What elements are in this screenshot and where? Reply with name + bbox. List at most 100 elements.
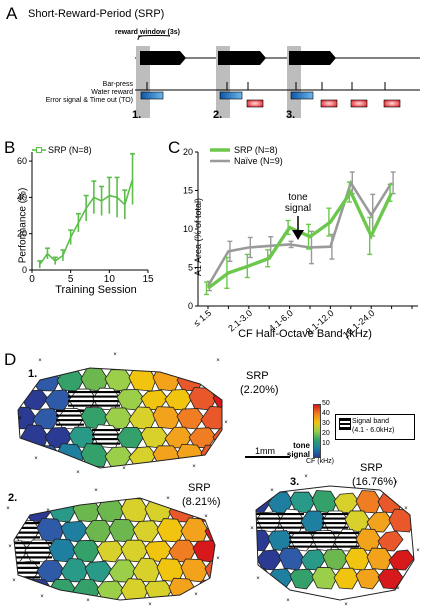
signal-band-label: Signal band [352,418,389,425]
panel-c-legend-srp: SRP (N=8) [234,145,278,155]
row-label-error-signal: Error signal & Time out (TO) [45,97,133,104]
signal-band-stripe [92,438,120,441]
signal-band-stripe [56,410,84,413]
cf-colorbar [313,404,321,458]
colorbar-tick-30: 30 [322,420,330,427]
panel-d-letter: D [4,350,17,369]
row-label-water-reward: Water reward [91,89,133,96]
cf-cell [322,548,349,571]
cf-cell [108,519,137,543]
cf-cell [377,530,404,552]
map-3-percent: (16.76%) [352,476,397,488]
signal-band-stripe [14,526,40,529]
signal-band-stripe [256,522,282,525]
signal-band-stripe [14,566,40,569]
map-1-label: SRP [246,370,269,382]
unresponsive-site-marker: × [148,602,152,608]
map-1-number: 1. [28,368,38,380]
signal-band-stripe [92,433,120,436]
unresponsive-site-marker: × [416,548,420,554]
unresponsive-site-marker: × [270,488,274,494]
cf-cell [176,408,205,430]
tone-signal-arrow-head [292,230,304,240]
panel-c-series-line [206,179,393,287]
signal-band-stripe [92,395,120,398]
unresponsive-site-marker: × [286,598,290,604]
signal-band-stripe [278,513,304,516]
unresponsive-site-marker: × [166,496,170,502]
cf-cell [278,547,305,571]
panel-b-xlabel: Training Session [55,284,137,296]
performance-chart: 0 5 10 15 0 20 40 60 [17,147,154,285]
colorbar-tick-10: 10 [322,440,330,447]
unresponsive-site-marker: × [18,416,22,422]
cf-cell [72,498,101,523]
tone-signal-label-2: signal [286,450,310,459]
signal-band-stripe [24,556,52,559]
panel-b-legend-marker [36,147,42,153]
row-label-bar-press: Bar-press [102,81,133,88]
panel-a-letter: A [6,4,18,23]
unresponsive-site-marker: × [404,506,408,512]
cf-cell [104,446,133,468]
cf-cell [333,492,360,514]
cf-cell [60,520,89,543]
panel-b-x-tick-label: 10 [104,274,116,285]
cf-cell [168,577,197,600]
cf-cell [355,490,382,514]
panel-b-series-line [39,178,134,266]
signal-band-stripe [333,532,359,535]
signal-band-stripe [14,542,28,545]
cf-cell [152,406,181,430]
cf-cell [120,498,149,523]
cf-cell [377,568,404,590]
cf-cell [289,568,316,590]
cf-cell [311,490,338,514]
unresponsive-site-marker: × [34,456,38,462]
signal-band-stripe [24,551,52,554]
signal-band-stripe [68,395,96,398]
signal-band-stripe [333,536,359,539]
signal-band-stripe [24,542,52,545]
cf-cell [116,426,145,449]
signal-band-stripe [278,522,304,525]
panel-b-y-tick-label: 40 [17,192,27,202]
cf-cell [132,520,161,543]
signal-band-stripe [68,404,96,407]
unresponsive-site-marker: × [12,578,16,584]
unresponsive-site-marker: × [344,602,348,608]
colorbar-unit: CF (kHz) [306,458,334,465]
signal-band-stripe [92,391,120,394]
map-2-percent: (8.21%) [182,496,221,508]
signal-band-stripe [14,562,40,565]
cf-cell [168,539,197,563]
unresponsive-site-marker: × [94,488,98,494]
signal-band-stripe [14,536,40,539]
signal-band-stripe [14,576,40,579]
unresponsive-site-marker: × [86,598,90,604]
tone-annotation-1: tone [288,192,308,203]
unresponsive-site-marker: × [394,480,398,486]
map-3-label: SRP [360,462,383,474]
trial-label-1: 1. [132,109,142,121]
cf-cell [300,549,327,571]
signal-band-stripe [256,526,282,529]
panel-b-y-tick-label: 20 [17,229,27,239]
tone-signal-label-1: tone [293,441,310,450]
unresponsive-site-marker: × [304,474,308,480]
signal-band-range: (4.1 - 6.0kHz) [352,427,395,434]
unresponsive-site-marker: × [76,470,80,476]
scale-bar [245,456,290,458]
panel-c-y-tick-label: 20 [183,147,193,157]
cf-cell [267,568,294,590]
cf-cell [152,445,181,468]
panel-c-xlabel: CF Half-Octave Band (kHz) [238,328,372,340]
cf-cell [84,560,113,583]
map-1-percent: (2.20%) [240,384,279,396]
signal-band-stripe [322,517,348,520]
cf-cell [355,528,382,552]
panel-b-y-tick-label: 60 [17,156,27,166]
signal-band-stripe [311,532,337,535]
panel-b-y-tick-label: 0 [22,265,27,275]
